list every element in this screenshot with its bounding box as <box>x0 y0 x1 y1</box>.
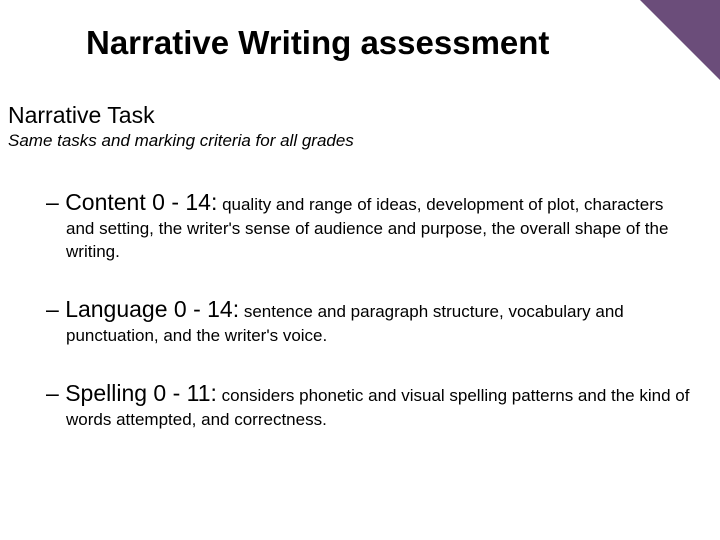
bullet-dash: – <box>46 296 65 322</box>
bullet-dash: – <box>46 380 65 406</box>
section-subtitle: Narrative Task <box>8 102 692 129</box>
bullet-head: Spelling 0 - 11: <box>65 380 217 406</box>
slide-content: Narrative Writing assessment Narrative T… <box>0 0 720 482</box>
slide-title: Narrative Writing assessment <box>86 24 692 62</box>
list-item: – Content 0 - 14: quality and range of i… <box>46 187 692 264</box>
list-item: – Spelling 0 - 11: considers phonetic an… <box>46 378 692 432</box>
bullet-list: – Content 0 - 14: quality and range of i… <box>46 187 692 432</box>
bullet-dash: – <box>46 189 65 215</box>
bullet-head: Content 0 - 14: <box>65 189 217 215</box>
corner-decoration <box>640 0 720 80</box>
list-item: – Language 0 - 14: sentence and paragrap… <box>46 294 692 348</box>
section-subtitle-desc: Same tasks and marking criteria for all … <box>8 131 692 151</box>
bullet-head: Language 0 - 14: <box>65 296 239 322</box>
